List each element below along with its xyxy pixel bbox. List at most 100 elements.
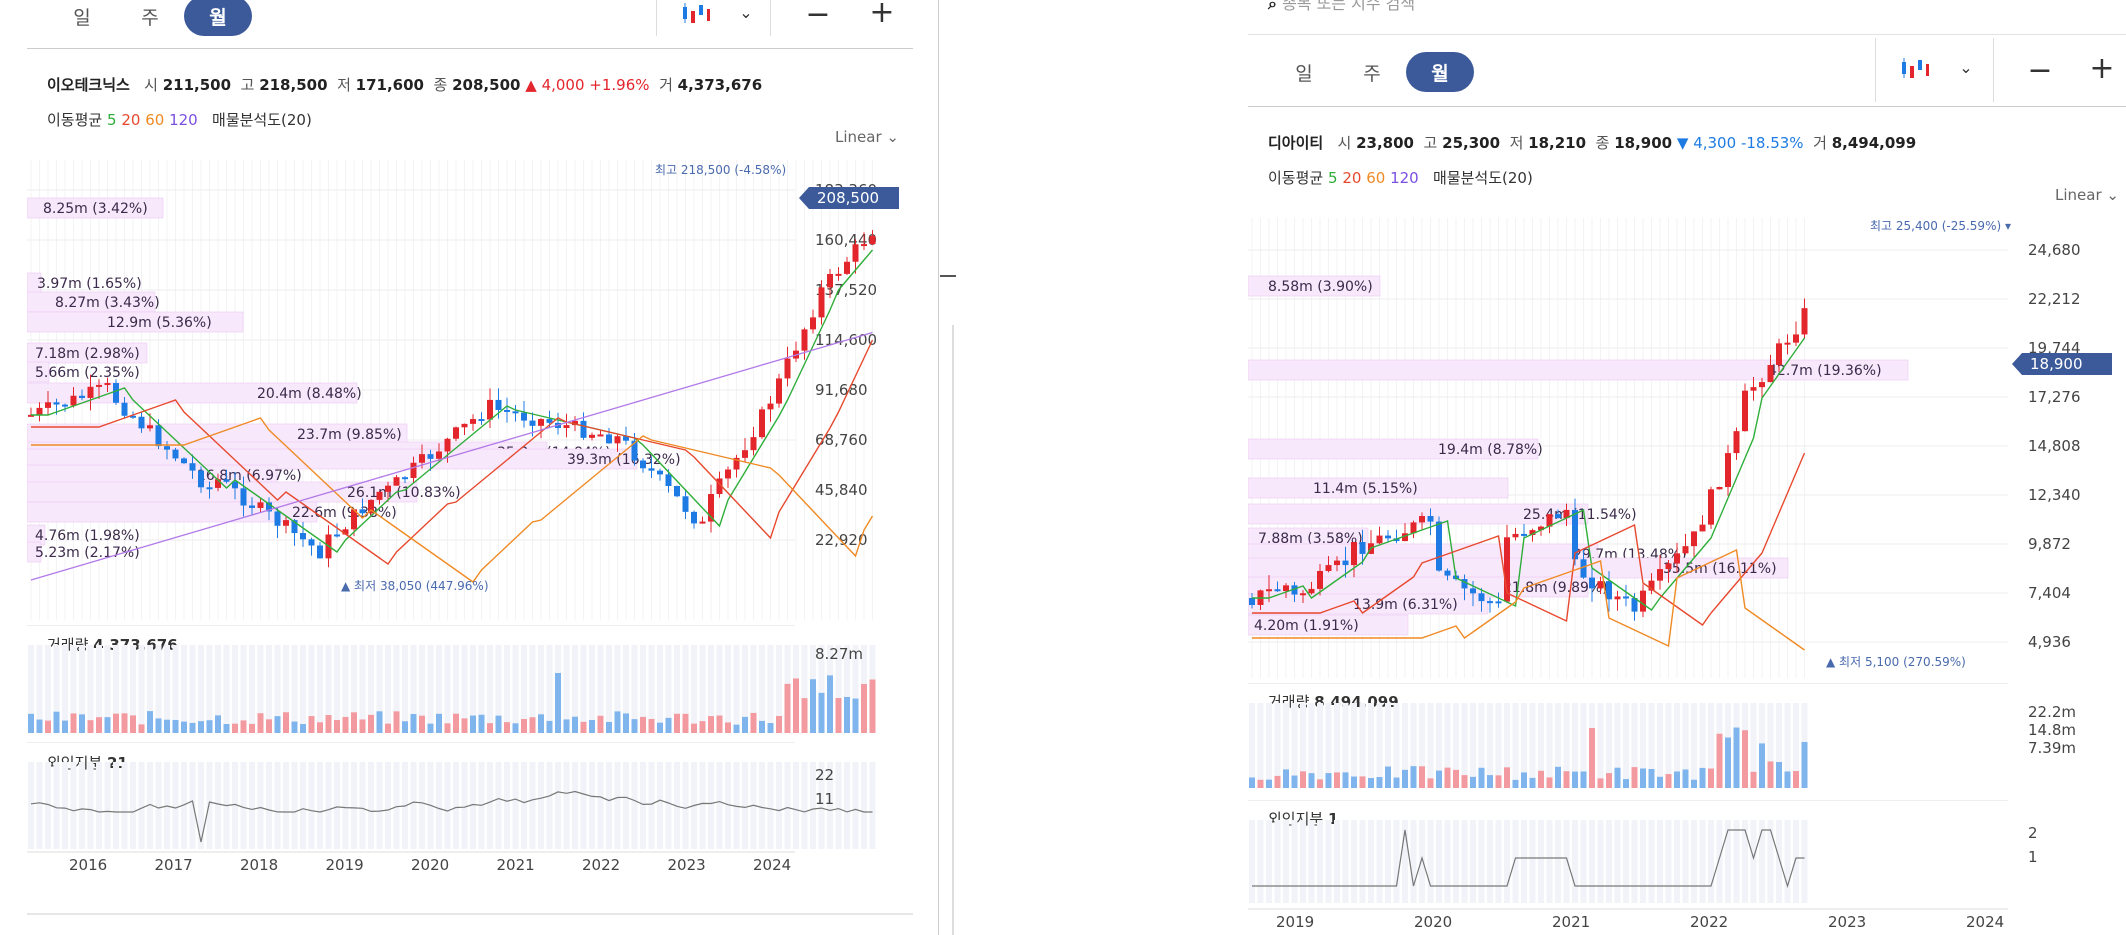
candle-body (130, 415, 136, 418)
year-tick-label: 2020 (411, 856, 449, 874)
tab-week[interactable]: 주 (1363, 62, 1381, 85)
tab-day[interactable]: 일 (1295, 62, 1313, 85)
year-tick-label: 2022 (582, 856, 620, 874)
volume-bar (62, 720, 68, 733)
tab-week[interactable]: 주 (141, 6, 159, 29)
volume-bar (478, 714, 485, 733)
change-value: 4,000 (541, 76, 585, 94)
ma20-value[interactable]: 20 (121, 111, 141, 129)
foreign-bg-bar (699, 762, 706, 849)
volume-profile-label[interactable]: 매물분석도(20) (212, 111, 312, 129)
left-scale-select[interactable]: Linear ⌄ (835, 128, 899, 146)
foreign-bg-bar (733, 762, 740, 849)
volume-profile-label[interactable]: 매물분석도(20) (1433, 169, 1533, 187)
volume-bar (657, 722, 663, 733)
ma120-value[interactable]: 120 (1390, 169, 1419, 187)
foreign-bg-bar (87, 762, 94, 849)
chart-type-button[interactable] (676, 0, 716, 28)
low-note: ▲ 최저 38,050 (447.96%) (341, 579, 489, 593)
scroll-track[interactable] (952, 325, 954, 935)
foreign-bg-bar (869, 762, 876, 849)
volume-bg-bar (1623, 703, 1629, 788)
foreign-bg-bar (665, 762, 672, 849)
tab-month[interactable]: 월 (184, 0, 252, 36)
candle-body (45, 402, 51, 408)
foreign-bg-bar (189, 762, 196, 849)
search-input[interactable]: 종목 또는 지수 검색 (1282, 0, 1416, 13)
chevron-down-icon[interactable]: ⌄ (739, 2, 753, 22)
ma20-line (1252, 452, 1806, 626)
candle-body (818, 287, 825, 318)
volume-bg-bar (1529, 703, 1536, 788)
left-volume-chart[interactable]: 8.27m (27, 625, 917, 735)
zoom-out-button[interactable]: − (805, 0, 831, 32)
left-price-chart[interactable]: 183,360160,440137,520114,60091,68068,760… (27, 160, 917, 625)
foreign-bg-bar (1461, 820, 1468, 903)
high-note: 최고 25,400 (-25.59%) ▾ (1870, 219, 2011, 233)
foreign-bg-bar (1283, 820, 1289, 903)
volume-bg-bar (1359, 703, 1366, 788)
foreign-bg-bar (181, 762, 187, 849)
candle-body (844, 261, 850, 274)
volume-profile-label: 42.7m (19.36%) (1768, 363, 1882, 379)
candle-body (742, 450, 748, 458)
ma20-value[interactable]: 20 (1342, 169, 1362, 187)
tab-month[interactable]: 월 (1406, 52, 1474, 92)
period-tabs: 일 주 월 (48, 0, 252, 36)
candle-body (402, 477, 408, 480)
candle-body (648, 468, 655, 471)
volume-bg-bar (1393, 703, 1400, 788)
volume-bg-bar (1657, 703, 1663, 788)
volume-bar (232, 723, 238, 733)
zoom-in-button[interactable]: + (2089, 50, 2115, 86)
volume-bar (1308, 773, 1315, 788)
scroll-handle[interactable] (940, 275, 956, 277)
chart-type-button[interactable] (1895, 55, 1935, 83)
volume-bg-bar (1291, 703, 1298, 788)
foreign-bg-bar (317, 762, 323, 849)
zoom-out-button[interactable]: − (2027, 52, 2053, 88)
ma60-value[interactable]: 60 (1366, 169, 1386, 187)
foreign-bg-bar (1402, 820, 1408, 903)
tab-day[interactable]: 일 (73, 6, 91, 29)
volume-bg-bar (648, 645, 655, 733)
volume-bar (827, 675, 833, 733)
zoom-in-button[interactable]: + (869, 0, 895, 30)
volume-bar (1708, 768, 1714, 788)
panel-divider[interactable] (938, 0, 939, 935)
candle-body (546, 419, 553, 423)
left-chart-panel: 일 주 월 ⌄ − + (0, 0, 913, 935)
right-scale-select[interactable]: Linear ⌄ (2055, 186, 2119, 204)
ma60-value[interactable]: 60 (145, 111, 165, 129)
candle-body (1725, 453, 1731, 487)
foreign-bg-bar (1274, 820, 1281, 903)
open-label: 시 (144, 76, 158, 94)
right-price-chart[interactable]: 24,680 22,212 19,744 17,276 14,808 12,340 9,87… (1248, 218, 2126, 680)
right-foreign-chart[interactable]: 21 (1248, 800, 2126, 908)
year-tick-label: 2019 (326, 856, 364, 874)
volume-bg-bar (266, 645, 272, 733)
volume-profile-bar (1248, 438, 1539, 460)
search-area[interactable]: ⌕ 종목 또는 지수 검색 (1268, 0, 1415, 14)
candle-body (1410, 522, 1417, 534)
ma5-value[interactable]: 5 (1327, 169, 1338, 187)
foreign-bg-bar (1317, 820, 1323, 903)
volume-bg-bar (385, 645, 391, 733)
volume-bg-bar (716, 645, 723, 733)
candle-body (342, 529, 349, 535)
foreign-bg-bar (801, 762, 808, 849)
stock-name: 이오테크닉스 (47, 76, 130, 94)
volume-profile-label: 39.3m (16.32%) (567, 452, 681, 468)
volume-bar (759, 720, 765, 733)
candle-body (453, 427, 459, 439)
chevron-down-icon[interactable]: ⌄ (1959, 57, 1973, 77)
candle-body (70, 395, 77, 406)
ma120-value[interactable]: 120 (169, 111, 198, 129)
candle-body (1750, 387, 1757, 391)
ma5-value[interactable]: 5 (106, 111, 117, 129)
candle-body (529, 420, 536, 426)
foreign-bg-bar (1334, 820, 1340, 903)
candle-body (1699, 524, 1706, 532)
